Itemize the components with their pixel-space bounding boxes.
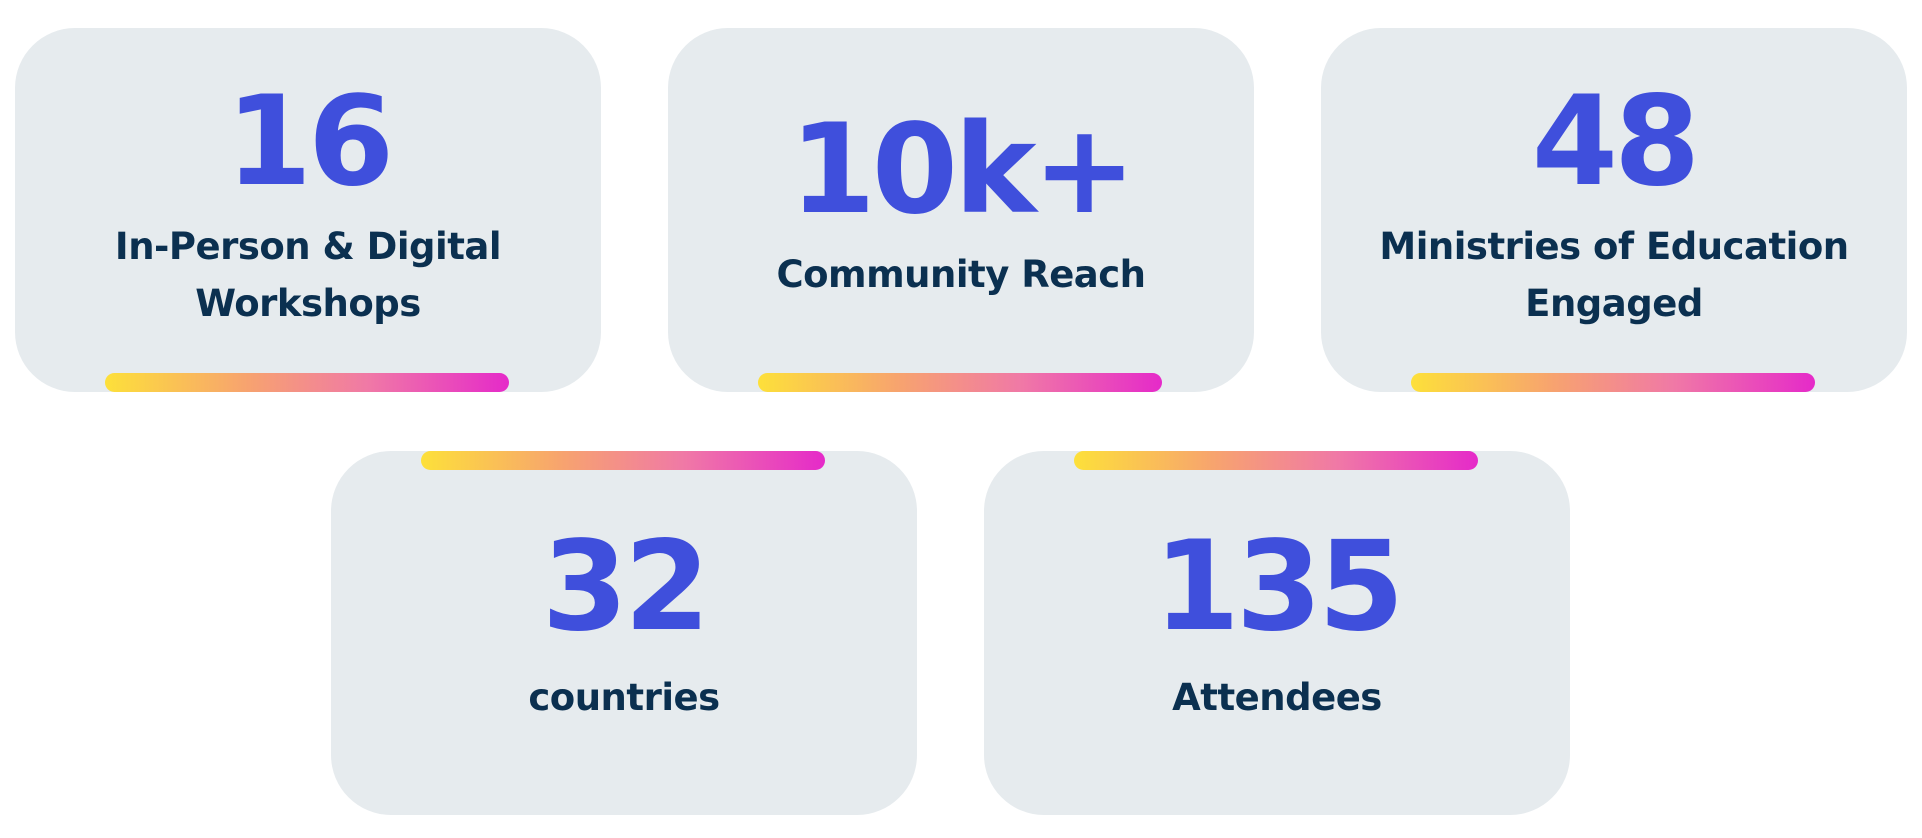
stat-label-line: In-Person & Digital	[114, 225, 502, 268]
accent-bar	[758, 373, 1162, 392]
stat-label: In-Person & Digital Workshops	[35, 218, 581, 332]
stat-label-line: Ministries of Education	[1379, 225, 1849, 268]
stat-label: countries	[351, 669, 897, 726]
stat-card-ministries: 48 Ministries of Education Engaged	[1321, 28, 1907, 392]
stat-label: Community Reach	[688, 246, 1234, 303]
stat-value: 16	[225, 70, 395, 214]
accent-bar	[421, 451, 825, 470]
accent-bar	[1074, 451, 1478, 470]
stat-label-line: Engaged	[1525, 282, 1703, 325]
stat-value: 32	[541, 515, 711, 659]
accent-bar	[1411, 373, 1815, 392]
stat-value: 48	[1531, 70, 1701, 214]
stat-label: Ministries of Education Engaged	[1341, 218, 1887, 332]
stat-label-line: Workshops	[195, 282, 421, 325]
accent-bar	[105, 373, 509, 392]
stat-label-line: Attendees	[1172, 676, 1382, 719]
stat-value: 10k+	[789, 98, 1137, 242]
stat-card-attendees: 135 Attendees	[984, 451, 1570, 815]
stat-card-countries: 32 countries	[331, 451, 917, 815]
stat-card-workshops: 16 In-Person & Digital Workshops	[15, 28, 601, 392]
stat-label: Attendees	[1004, 669, 1550, 726]
stat-card-community-reach: 10k+ Community Reach	[668, 28, 1254, 392]
stat-value: 135	[1153, 515, 1405, 659]
stat-label-line: Community Reach	[776, 253, 1146, 296]
stat-label-line: countries	[528, 676, 720, 719]
